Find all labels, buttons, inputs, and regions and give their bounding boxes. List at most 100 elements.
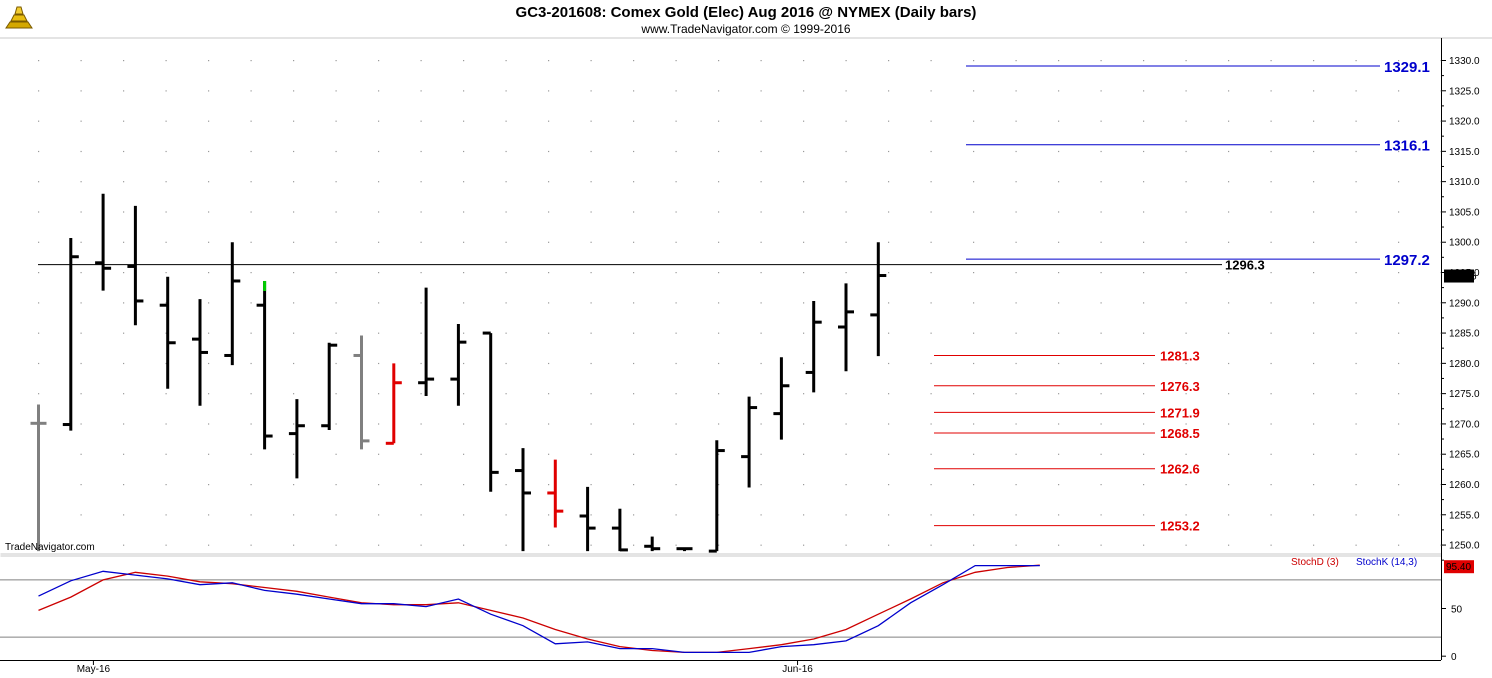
price-tick-label: 1285.0 bbox=[1449, 329, 1480, 340]
grid-dot bbox=[548, 302, 550, 304]
grid-dot bbox=[590, 150, 592, 153]
grid-dot bbox=[505, 453, 507, 455]
grid-dot bbox=[1228, 514, 1230, 516]
grid-dot bbox=[250, 484, 252, 486]
price-tick-label: 1305.0 bbox=[1449, 207, 1480, 218]
grid-dot bbox=[293, 272, 295, 274]
ohlc-bar bbox=[62, 237, 79, 431]
ohlc-bar bbox=[353, 335, 370, 450]
grid-dot bbox=[888, 393, 890, 395]
grid-dot bbox=[760, 484, 762, 486]
grid-dot bbox=[1143, 514, 1145, 516]
grid-dot bbox=[335, 302, 337, 304]
grid-dot bbox=[463, 302, 465, 304]
grid-dot bbox=[803, 272, 805, 274]
grid-dot bbox=[675, 90, 677, 92]
ohlc-bar bbox=[385, 363, 402, 445]
grid-dot bbox=[548, 272, 550, 274]
grid-dot bbox=[718, 302, 720, 304]
grid-dot bbox=[548, 150, 550, 153]
grid-dot bbox=[250, 544, 252, 546]
grid-dot bbox=[250, 302, 252, 304]
grid-dot bbox=[633, 150, 635, 153]
grid-dot bbox=[888, 302, 890, 304]
grid-dot bbox=[590, 423, 592, 425]
grid-dot bbox=[165, 150, 167, 153]
resistance-label: 1329.1 bbox=[1384, 59, 1430, 76]
grid-dot bbox=[1228, 423, 1230, 425]
grid-dot bbox=[378, 544, 380, 546]
grid-dot bbox=[548, 423, 550, 425]
support-label: 1281.3 bbox=[1160, 348, 1200, 363]
price-tick-label: 1265.0 bbox=[1449, 450, 1480, 461]
grid-dot bbox=[293, 332, 295, 334]
grid-dot bbox=[590, 302, 592, 304]
grid-dot bbox=[633, 181, 635, 183]
panel-splitter[interactable] bbox=[0, 553, 1442, 557]
grid-dot bbox=[463, 181, 465, 183]
grid-dot bbox=[505, 302, 507, 304]
grid-dot bbox=[505, 544, 507, 546]
grid-dot bbox=[760, 181, 762, 183]
grid-dot bbox=[335, 514, 337, 516]
grid-dot bbox=[1270, 90, 1272, 92]
grid-dot bbox=[250, 211, 252, 213]
grid-dot bbox=[1143, 362, 1145, 365]
grid-dot bbox=[123, 484, 125, 486]
grid-dot bbox=[1100, 90, 1102, 92]
grid-dot bbox=[463, 544, 465, 546]
grid-dot bbox=[633, 423, 635, 425]
grid-dot bbox=[1015, 211, 1017, 213]
price-tick-label: 1325.0 bbox=[1449, 86, 1480, 97]
ohlc-bar bbox=[192, 299, 208, 406]
grid-dot bbox=[378, 272, 380, 274]
legend-stoch-d: StochD (3) bbox=[1291, 557, 1339, 568]
grid-dot bbox=[973, 150, 975, 153]
grid-dot bbox=[420, 514, 422, 516]
grid-dot bbox=[165, 120, 167, 122]
grid-dot bbox=[420, 150, 422, 153]
grid-dot bbox=[1143, 150, 1145, 153]
grid-dot bbox=[463, 120, 465, 122]
grid-dot bbox=[165, 272, 167, 274]
grid-dot bbox=[803, 181, 805, 183]
support-label: 1271.9 bbox=[1160, 405, 1200, 420]
grid-dot bbox=[1058, 90, 1060, 92]
grid-dot bbox=[463, 514, 465, 516]
grid-dot bbox=[1398, 514, 1400, 516]
grid-dot bbox=[505, 60, 507, 62]
grid-dot bbox=[1058, 423, 1060, 425]
grid-dot bbox=[250, 514, 252, 516]
grid-dot bbox=[505, 332, 507, 334]
grid-dot bbox=[590, 60, 592, 62]
grid-dot bbox=[888, 60, 890, 62]
grid-dot bbox=[590, 332, 592, 334]
grid-dot bbox=[675, 484, 677, 486]
grid-dot bbox=[845, 150, 847, 153]
grid-dot bbox=[633, 362, 635, 365]
grid-dot bbox=[293, 181, 295, 183]
grid-dot bbox=[378, 484, 380, 486]
grid-dot bbox=[1185, 120, 1187, 122]
grid-dot bbox=[335, 332, 337, 334]
grid-dot bbox=[548, 241, 550, 243]
grid-dot bbox=[165, 393, 167, 395]
grid-dot bbox=[463, 332, 465, 334]
ohlc-bar bbox=[288, 399, 305, 479]
grid-dot bbox=[803, 90, 805, 92]
stoch-last-tag: 95.40 bbox=[1444, 560, 1474, 574]
grid-dot bbox=[675, 423, 677, 425]
grid-dot bbox=[80, 544, 82, 546]
grid-dot bbox=[1270, 241, 1272, 243]
grid-dot bbox=[548, 514, 550, 516]
grid-dot bbox=[1355, 241, 1357, 243]
grid-dot bbox=[1100, 241, 1102, 243]
grid-dot bbox=[80, 90, 82, 92]
grid-dot bbox=[1058, 362, 1060, 365]
grid-dot bbox=[633, 453, 635, 455]
grid-dot bbox=[208, 211, 210, 213]
grid-dot bbox=[1143, 332, 1145, 334]
grid-dot bbox=[420, 332, 422, 334]
grid-dot bbox=[1058, 60, 1060, 62]
